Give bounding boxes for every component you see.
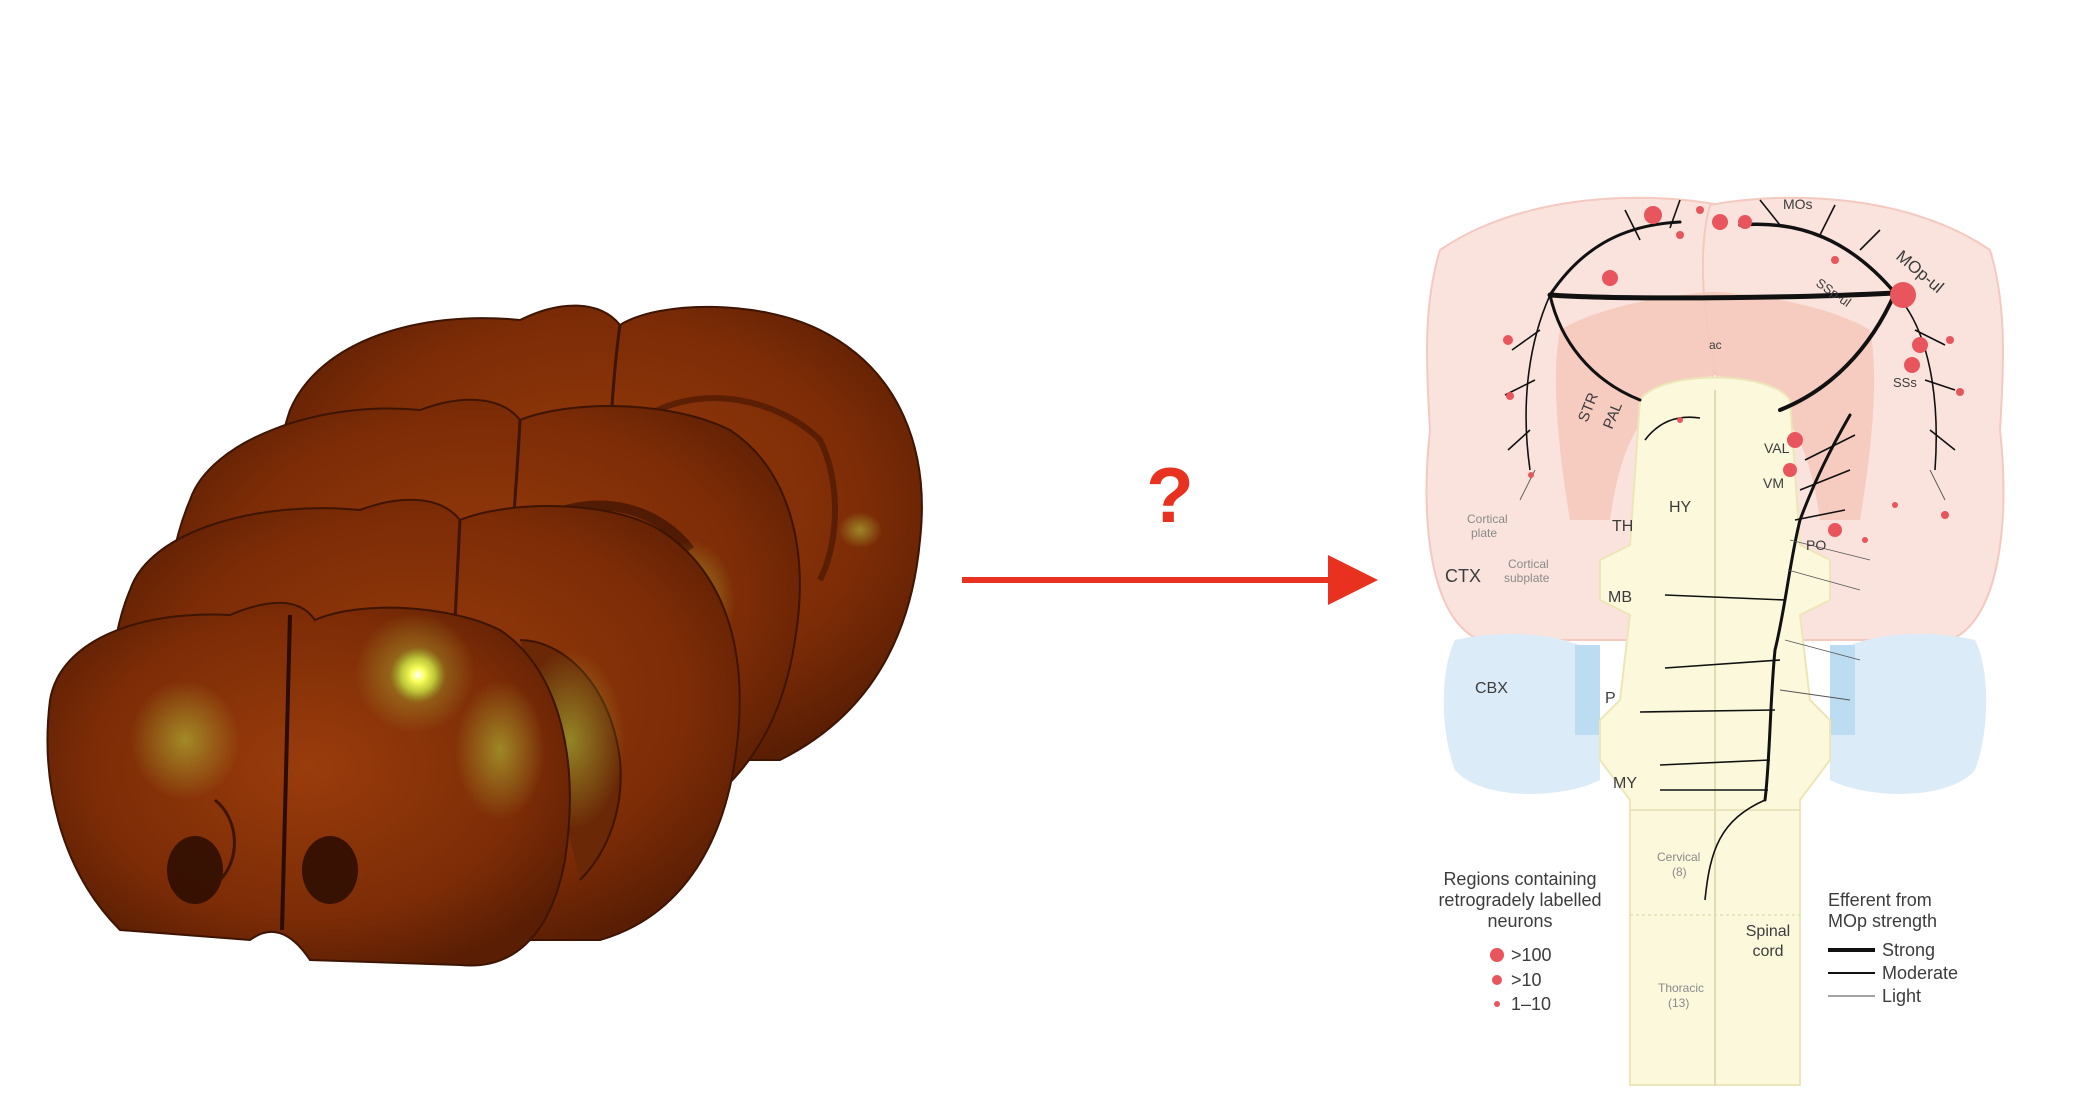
cerebellum-left: [1443, 633, 1600, 794]
striatum-region: [1555, 292, 1875, 520]
legend-region-item-1: >10: [1511, 970, 1542, 990]
label-thoracic-1: Thoracic: [1658, 981, 1704, 995]
label-sss: SSs: [1893, 375, 1917, 390]
brain-section-stack-image: [46, 304, 923, 967]
label-cortical-subplate-2: subplate: [1504, 571, 1550, 585]
label-cortical-plate-1: Cortical: [1467, 512, 1508, 526]
projection-diagram: MOs SSp-ul MOp-ul SSs ac STR PAL VAL VM …: [1425, 196, 2005, 1086]
legend-efferent: Efferent from MOp strength Strong Modera…: [1828, 890, 1958, 1006]
injection-site-hotspot: [390, 647, 446, 703]
legend-dot-small: [1494, 1001, 1500, 1007]
legend-regions-title-1: Regions containing: [1443, 869, 1596, 889]
legend-efferent-item-0: Strong: [1882, 940, 1935, 960]
label-vm: VM: [1763, 475, 1784, 491]
label-cortical-plate-2: plate: [1471, 526, 1497, 540]
legend-regions-title-3: neurons: [1487, 911, 1552, 931]
legend-efferent-title-2: MOp strength: [1828, 911, 1937, 931]
label-cervical-1: Cervical: [1657, 850, 1700, 864]
moderate-projection-branches: [1504, 199, 1956, 901]
legend-efferent-item-2: Light: [1882, 986, 1921, 1006]
brain-section-front: [46, 601, 571, 967]
light-projection-branches: [1519, 469, 1946, 701]
label-po: PO: [1806, 537, 1826, 553]
legend-region-item-2: 1–10: [1511, 994, 1551, 1014]
label-mos: MOs: [1783, 196, 1813, 212]
label-th: TH: [1612, 518, 1633, 535]
question-mark: ?: [1146, 451, 1194, 539]
label-mb: MB: [1608, 589, 1632, 606]
label-hy: HY: [1669, 499, 1692, 516]
cerebellum-right: [1830, 633, 1987, 794]
legend-dot-large: [1490, 948, 1504, 962]
legend-dot-medium: [1492, 975, 1502, 985]
label-val: VAL: [1764, 440, 1790, 456]
retrograde-dots: [1503, 206, 1964, 543]
label-ctx: CTX: [1445, 566, 1481, 586]
legend-efferent-item-1: Moderate: [1882, 963, 1958, 983]
label-spinal-1: Spinal: [1746, 923, 1790, 940]
label-cbx: CBX: [1475, 680, 1508, 697]
label-p: P: [1605, 690, 1616, 707]
legend-regions-title-2: retrogradely labelled: [1438, 890, 1601, 910]
label-spinal-2: cord: [1752, 943, 1783, 960]
label-cortical-subplate-1: Cortical: [1508, 557, 1549, 571]
label-thoracic-2: (13): [1668, 996, 1689, 1010]
label-ac: ac: [1709, 338, 1722, 352]
label-cervical-2: (8): [1672, 865, 1687, 879]
strong-projection-tree: [1547, 220, 1898, 802]
legend-region-item-0: >100: [1511, 945, 1552, 965]
label-my: MY: [1613, 775, 1637, 792]
legend-retrograde: Regions containing retrogradely labelled…: [1438, 869, 1601, 1014]
legend-efferent-title-1: Efferent from: [1828, 890, 1932, 910]
transition-arrow: [962, 555, 1378, 605]
